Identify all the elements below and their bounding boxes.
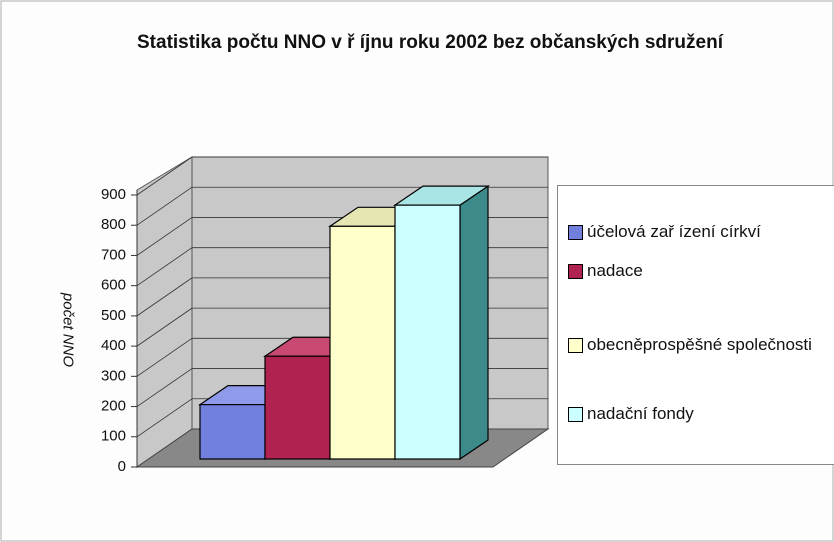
grid-line xyxy=(136,247,193,286)
y-tick-label: 0 xyxy=(118,458,126,475)
grid-line xyxy=(136,156,193,196)
y-tick-label: 900 xyxy=(101,186,126,203)
y-tick-label: 400 xyxy=(101,337,126,354)
y-tick-label: 500 xyxy=(101,307,126,324)
grid-line xyxy=(136,277,193,317)
legend-swatch xyxy=(568,264,583,279)
chart-title: Statistika počtu NNO v ř íjnu roku 2002 … xyxy=(137,32,723,53)
legend-item: nadace xyxy=(568,259,827,283)
legend-label: obecněprospěšné společnosti xyxy=(587,335,812,354)
bar xyxy=(199,404,266,460)
legend-swatch xyxy=(568,407,583,422)
bar xyxy=(329,225,396,460)
y-tick-label: 300 xyxy=(101,367,126,384)
y-tick-label: 800 xyxy=(101,216,126,233)
y-tick-label: 200 xyxy=(101,398,126,415)
grid-line xyxy=(136,307,193,347)
grid-line xyxy=(136,368,193,407)
legend-label: nadace xyxy=(587,261,643,280)
y-tick-label: 600 xyxy=(101,277,126,294)
left-wall xyxy=(136,156,193,468)
grid-line xyxy=(136,398,193,438)
legend-swatch xyxy=(568,338,583,353)
y-tick-label: 100 xyxy=(101,428,126,445)
legend-item: nadační fondy xyxy=(568,402,827,426)
grid-line xyxy=(136,217,193,256)
legend-label: účelová zař ízení církví xyxy=(587,222,761,241)
bar xyxy=(264,355,331,460)
legend-label: nadační fondy xyxy=(587,404,694,423)
grid-line xyxy=(136,338,193,377)
y-axis-label: počet NNO xyxy=(59,292,77,368)
grid-line xyxy=(136,186,193,226)
legend: účelová zař ízení církví nadace obecněpros… xyxy=(557,185,834,465)
y-tick-label: 700 xyxy=(101,246,126,263)
legend-item: obecněprospěšné společnosti xyxy=(568,333,827,357)
legend-swatch xyxy=(568,225,583,240)
bar-side xyxy=(459,185,489,461)
legend-item: účelová zař ízení církví xyxy=(568,220,827,244)
bar xyxy=(394,204,461,460)
